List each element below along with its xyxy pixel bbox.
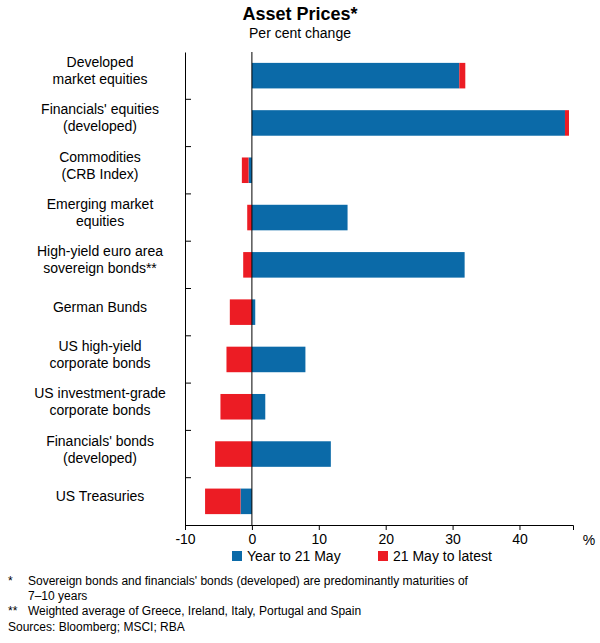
x-tick-label: -10 — [175, 531, 195, 547]
category-label: Financials' bonds(developed) — [46, 433, 154, 466]
bar — [459, 63, 465, 89]
y-tick: US investment-gradecorporate bonds — [34, 385, 166, 418]
source: Sources: Bloomberg; MSCI; RBA — [8, 620, 185, 634]
x-tick: 0 — [248, 525, 256, 547]
title: Asset Prices* — [242, 4, 357, 24]
x-tick: 10 — [312, 525, 328, 547]
bar — [252, 347, 306, 373]
category-separator — [185, 193, 191, 194]
category-separator — [185, 288, 191, 289]
x-tick-mark — [252, 525, 253, 530]
x-tick-label: 20 — [378, 531, 394, 547]
x-tick-mark — [319, 525, 320, 530]
category-separator — [185, 383, 191, 384]
category-label: German Bunds — [53, 299, 147, 315]
category-label: High-yield euro areasovereign bonds** — [37, 243, 163, 276]
y-tick: High-yield euro areasovereign bonds** — [37, 243, 163, 276]
y-tick: Commodities(CRB Index) — [59, 149, 141, 182]
note-marker: * — [8, 574, 13, 588]
x-axis-label: % — [583, 532, 595, 548]
bar — [230, 299, 252, 325]
bar — [252, 252, 465, 278]
bar — [252, 63, 459, 89]
bar — [252, 110, 565, 136]
bar — [215, 441, 252, 467]
y-tick: US Treasuries — [56, 488, 145, 504]
category-separator — [185, 241, 191, 242]
x-tick-mark — [519, 525, 520, 530]
category-label: US investment-gradecorporate bonds — [34, 385, 166, 418]
bar — [252, 299, 255, 325]
x-tick-mark — [185, 525, 186, 530]
category-label: US high-yieldcorporate bonds — [49, 338, 150, 371]
category-label: Commodities(CRB Index) — [59, 149, 141, 182]
category-label: Developedmarket equities — [53, 54, 148, 87]
bar — [252, 394, 265, 420]
chart: Asset Prices*Per cent change -10 0 10 20 30 40… — [0, 0, 600, 643]
bar — [243, 252, 252, 278]
legend-swatch — [378, 551, 388, 561]
x-tick: 20 — [378, 525, 394, 547]
note-marker: ** — [8, 604, 18, 618]
x-axis-line — [186, 526, 574, 531]
y-tick: German Bunds — [53, 299, 147, 315]
x-tick-mark — [386, 525, 387, 530]
bar — [247, 205, 252, 231]
x-tick: -10 — [175, 525, 195, 547]
y-axis: Developedmarket equities Financials' equi… — [34, 53, 185, 526]
note-text: Weighted average of Greece, Ireland, Ita… — [28, 604, 361, 618]
x-tick: 40 — [512, 525, 528, 547]
y-tick: Financials' bonds(developed) — [46, 433, 154, 466]
category-label: US Treasuries — [56, 488, 145, 504]
category-separator — [185, 477, 191, 478]
bar — [205, 489, 240, 515]
plot-area — [205, 63, 569, 514]
bar-series — [205, 63, 569, 514]
category-label: Emerging marketequities — [47, 196, 154, 229]
subtitle: Per cent change — [249, 25, 351, 41]
x-tick-label: 0 — [248, 531, 256, 547]
legend-label: Year to 21 May — [247, 548, 341, 564]
bar — [249, 157, 252, 183]
note-text: Sovereign bonds and financials' bonds (d… — [28, 574, 469, 588]
x-tick-label: 40 — [512, 531, 528, 547]
legend: Year to 21 May 21 May to latest — [232, 548, 492, 564]
bar — [220, 394, 251, 420]
bar — [252, 441, 331, 467]
note-text: 7–10 years — [28, 589, 87, 603]
category-separator — [185, 99, 191, 100]
legend-label: 21 May to latest — [393, 548, 492, 564]
bar — [565, 110, 569, 136]
x-tick-label: 30 — [445, 531, 461, 547]
zero-line — [251, 52, 252, 525]
category-label: Financials' equities(developed) — [41, 101, 159, 134]
bar — [252, 205, 348, 231]
bar — [226, 347, 251, 373]
x-tick: 30 — [445, 525, 461, 547]
y-tick: US high-yieldcorporate bonds — [49, 338, 150, 371]
x-axis: -10 0 10 20 30 40 — [175, 525, 573, 547]
x-tick-label: 10 — [312, 531, 328, 547]
y-tick: Emerging marketequities — [47, 196, 154, 229]
category-separator — [185, 430, 191, 431]
bar — [242, 157, 249, 183]
y-tick: Financials' equities(developed) — [41, 101, 159, 134]
legend-swatch — [232, 551, 242, 561]
bar-series — [241, 63, 565, 514]
y-tick: Developedmarket equities — [53, 54, 148, 87]
category-separator — [185, 146, 191, 147]
bar — [241, 489, 252, 515]
x-tick-mark — [453, 525, 454, 530]
category-separator — [185, 335, 191, 336]
